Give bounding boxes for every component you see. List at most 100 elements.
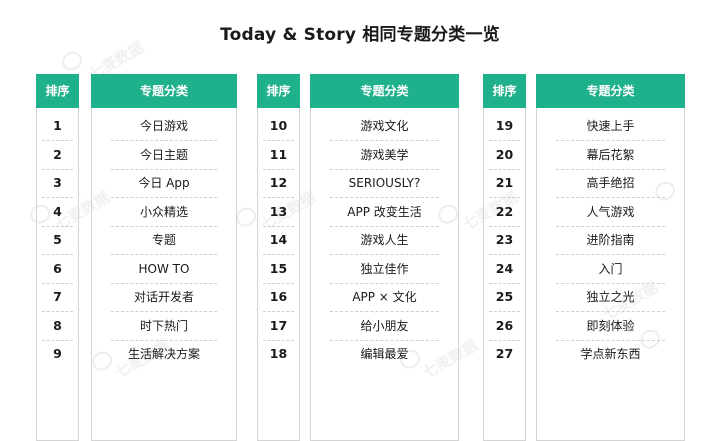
rank-number: 25 — [495, 289, 514, 304]
header-rank: 排序 — [483, 74, 526, 108]
rank-number: 13 — [269, 203, 288, 219]
category-name: 快速上手 — [586, 119, 635, 133]
row-divider — [489, 339, 520, 341]
category-name: 生活解决方案 — [127, 347, 200, 361]
row-divider — [263, 254, 294, 255]
row-divider — [556, 168, 665, 170]
category-name: SERIOUSLY? — [348, 176, 421, 190]
rank-number: 18 — [269, 346, 288, 361]
rank-number: 4 — [53, 203, 62, 219]
row-divider — [263, 311, 294, 312]
table-block-2: 排序 专题分类 10 游戏文化 11 游戏美学 12 SERIOUSLY? 13 APP 改变生活… — [257, 74, 459, 441]
category-name: 游戏人生 — [360, 233, 409, 247]
row-divider — [42, 140, 73, 141]
rank-number: 22 — [495, 203, 514, 219]
row-divider — [42, 282, 73, 284]
row-divider — [489, 197, 520, 198]
row-divider — [330, 140, 439, 141]
category-name: 进阶指南 — [586, 233, 635, 247]
rank-number: 6 — [53, 260, 62, 276]
row-divider — [330, 254, 439, 255]
category-name: 小众精选 — [139, 204, 188, 219]
row-divider — [42, 168, 73, 170]
table-block-1: 排序 专题分类 1 今日游戏 2 今日主题 3 今日 App 4 小众精选 5 专题 6 HOW TO 7 对… — [36, 74, 237, 441]
header-category: 专题分类 — [536, 74, 685, 108]
rank-number: 19 — [495, 118, 514, 133]
category-name: 今日主题 — [139, 147, 188, 162]
row-divider — [263, 140, 294, 141]
row-divider — [489, 225, 520, 227]
row-divider — [111, 140, 217, 141]
category-name: 人气游戏 — [586, 204, 635, 219]
row-divider — [263, 339, 294, 341]
row-divider — [263, 225, 294, 227]
header-rank: 排序 — [257, 74, 300, 108]
row-divider — [330, 339, 439, 341]
table-block-3: 排序 专题分类 19 快速上手 20 幕后花絮 21 高手绝招 22 人气游戏 23 进阶指南 24 入门… — [483, 74, 685, 441]
header-category: 专题分类 — [91, 74, 237, 108]
row-divider — [111, 168, 217, 170]
category-name: 时下热门 — [139, 318, 188, 333]
category-name: 编辑最爱 — [360, 347, 409, 361]
category-name: 专题 — [151, 233, 176, 247]
row-divider — [111, 339, 217, 341]
row-divider — [111, 197, 217, 198]
rank-number: 20 — [495, 146, 514, 162]
category-name: 给小朋友 — [360, 318, 409, 333]
category-name: 幕后花絮 — [586, 147, 635, 162]
category-name: 入门 — [598, 261, 623, 276]
rank-number: 15 — [269, 260, 288, 276]
rank-number: 1 — [53, 118, 62, 133]
rank-number: 9 — [53, 346, 62, 361]
row-divider — [263, 282, 294, 284]
rank-number: 8 — [53, 317, 62, 333]
row-divider — [111, 225, 217, 227]
row-divider — [489, 254, 520, 255]
rank-number: 21 — [495, 175, 514, 190]
row-divider — [556, 254, 665, 255]
category-name: 游戏文化 — [360, 119, 409, 133]
row-divider — [556, 282, 665, 284]
rank-number: 12 — [269, 175, 288, 190]
row-divider — [556, 140, 665, 141]
category-name: APP × 文化 — [352, 290, 417, 304]
row-divider — [330, 311, 439, 312]
rank-number: 23 — [495, 232, 514, 247]
row-divider — [42, 254, 73, 255]
category-name: 对话开发者 — [133, 290, 194, 304]
rank-number: 3 — [53, 175, 62, 190]
row-divider — [330, 168, 439, 170]
row-divider — [489, 168, 520, 170]
category-name: 高手绝招 — [586, 176, 635, 190]
row-divider — [42, 311, 73, 312]
category-name: 游戏美学 — [360, 147, 409, 162]
rank-number: 27 — [495, 346, 514, 361]
rank-number: 14 — [269, 232, 288, 247]
category-name: 学点新东西 — [580, 347, 641, 361]
category-name: APP 改变生活 — [347, 204, 422, 219]
row-divider — [111, 254, 217, 255]
row-divider — [556, 339, 665, 341]
row-divider — [42, 339, 73, 341]
category-name: 今日游戏 — [139, 119, 188, 133]
header-rank: 排序 — [36, 74, 79, 108]
rank-number: 2 — [53, 146, 62, 162]
category-name: HOW TO — [138, 261, 190, 276]
row-divider — [489, 282, 520, 284]
rank-number: 17 — [269, 317, 288, 333]
rank-number: 11 — [269, 146, 288, 162]
row-divider — [111, 311, 217, 312]
row-divider — [42, 225, 73, 227]
category-name: 即刻体验 — [586, 318, 635, 333]
rank-number: 26 — [495, 317, 514, 333]
rank-number: 16 — [269, 289, 288, 304]
row-divider — [263, 197, 294, 198]
row-divider — [489, 140, 520, 141]
row-divider — [263, 168, 294, 170]
rank-number: 5 — [53, 232, 62, 247]
category-name: 独立之光 — [586, 290, 635, 304]
rank-number: 7 — [53, 289, 62, 304]
row-divider — [330, 197, 439, 198]
rank-number: 10 — [269, 118, 288, 133]
watermark-logo-icon — [58, 48, 86, 74]
